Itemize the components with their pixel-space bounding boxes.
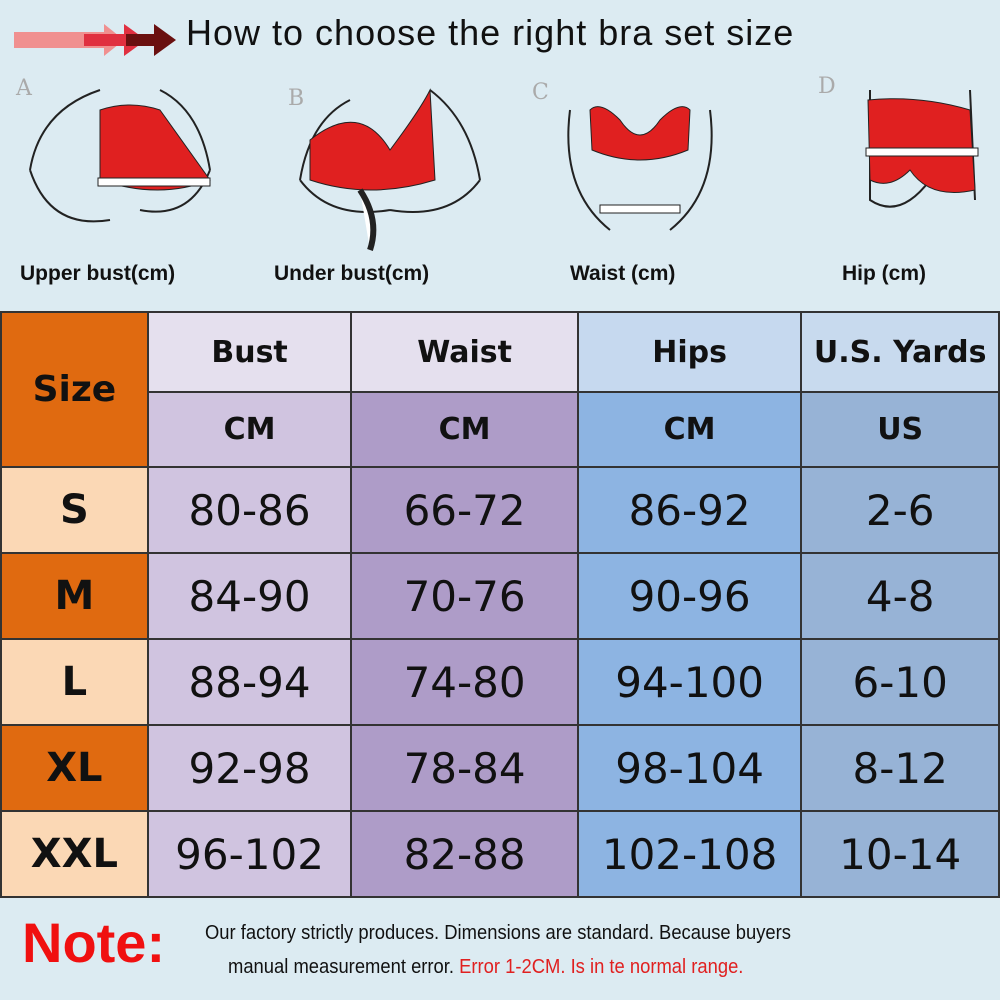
hips-cell: 102-108 (576, 810, 803, 898)
header-row: Size Bust Waist Hips U.S. Yards (0, 311, 1000, 468)
step-label: Under bust(cm) (274, 262, 430, 285)
waist-cell: 82-88 (350, 810, 579, 898)
step-letter: B (288, 86, 305, 111)
note-line-2-text: manual measurement error. (228, 956, 455, 978)
bust-unit: CM (146, 391, 353, 468)
bust-cell: 80-86 (146, 466, 353, 554)
note-line-1: Our factory strictly produces. Dimension… (205, 922, 791, 944)
us-cell: 4-8 (800, 552, 1000, 640)
us-cell: 8-12 (800, 724, 1000, 812)
note-error-text: Error 1-2CM. Is in te normal range. (459, 956, 744, 978)
waist-unit: CM (350, 391, 579, 468)
instructions-panel: How to choose the right bra set size A U… (0, 0, 1000, 310)
size-cell: XL (0, 724, 149, 812)
hip-illustration (865, 89, 979, 208)
waist-cell: 78-84 (350, 724, 579, 812)
unit-row: CM CM CM US (1, 391, 1000, 468)
step-hip: D Hip (cm) (800, 70, 1000, 310)
hips-header: Hips (576, 311, 803, 393)
note-line-2: manual measurement error. Error 1-2CM. I… (228, 956, 743, 979)
bust-cell: 84-90 (146, 552, 353, 640)
size-cell: M (0, 552, 149, 640)
hips-cell: 86-92 (576, 466, 803, 554)
note-panel: Note: Our factory strictly produces. Dim… (0, 902, 1000, 1000)
note-label: Note: (22, 911, 166, 974)
page-title: How to choose the right bra set size (186, 12, 795, 53)
us-cell: 10-14 (800, 810, 1000, 898)
us-cell: 6-10 (800, 638, 1000, 726)
hips-cell: 90-96 (576, 552, 803, 640)
step-under-bust: B Under bust(cm) (270, 70, 500, 310)
step-upper-bust: A Upper bust(cm) (10, 70, 240, 310)
table-row: L 88-94 74-80 94-100 6-10 (0, 638, 1000, 726)
bust-cell: 96-102 (146, 810, 353, 898)
table-row: XL 92-98 78-84 98-104 8-12 (0, 724, 1000, 812)
bust-cell: 92-98 (146, 724, 353, 812)
upper-bust-illustration (29, 89, 211, 223)
step-label: Waist (cm) (570, 262, 676, 285)
bust-header: Bust (146, 311, 353, 393)
waist-cell: 66-72 (350, 466, 579, 554)
size-chart-table: Size Bust Waist Hips U.S. Yards CM CM CM… (0, 311, 1000, 898)
us-header: U.S. Yards (800, 311, 1000, 393)
step-label: Hip (cm) (842, 262, 926, 285)
waist-illustration (567, 106, 713, 231)
waist-cell: 70-76 (350, 552, 579, 640)
step-letter: C (532, 80, 549, 105)
under-bust-illustration (299, 88, 481, 251)
table-row: XXL 96-102 82-88 102-108 10-14 (0, 810, 1000, 898)
table-row: S 80-86 66-72 86-92 2-6 (0, 466, 1000, 554)
waist-header: Waist (350, 311, 579, 393)
step-waist: C Waist (cm) (530, 70, 760, 310)
size-cell: L (0, 638, 149, 726)
size-cell: S (0, 466, 149, 554)
waist-cell: 74-80 (350, 638, 579, 726)
step-label: Upper bust(cm) (20, 262, 176, 285)
arrows-icon (14, 24, 176, 56)
hips-unit: CM (576, 391, 803, 468)
hips-cell: 98-104 (576, 724, 803, 812)
bust-cell: 88-94 (146, 638, 353, 726)
us-cell: 2-6 (800, 466, 1000, 554)
hips-cell: 94-100 (576, 638, 803, 726)
us-unit: US (800, 391, 1000, 468)
step-letter: A (16, 76, 32, 101)
size-cell: XXL (0, 810, 149, 898)
size-header: Size (0, 311, 149, 468)
step-letter: D (818, 74, 836, 99)
table-row: M 84-90 70-76 90-96 4-8 (0, 552, 1000, 640)
